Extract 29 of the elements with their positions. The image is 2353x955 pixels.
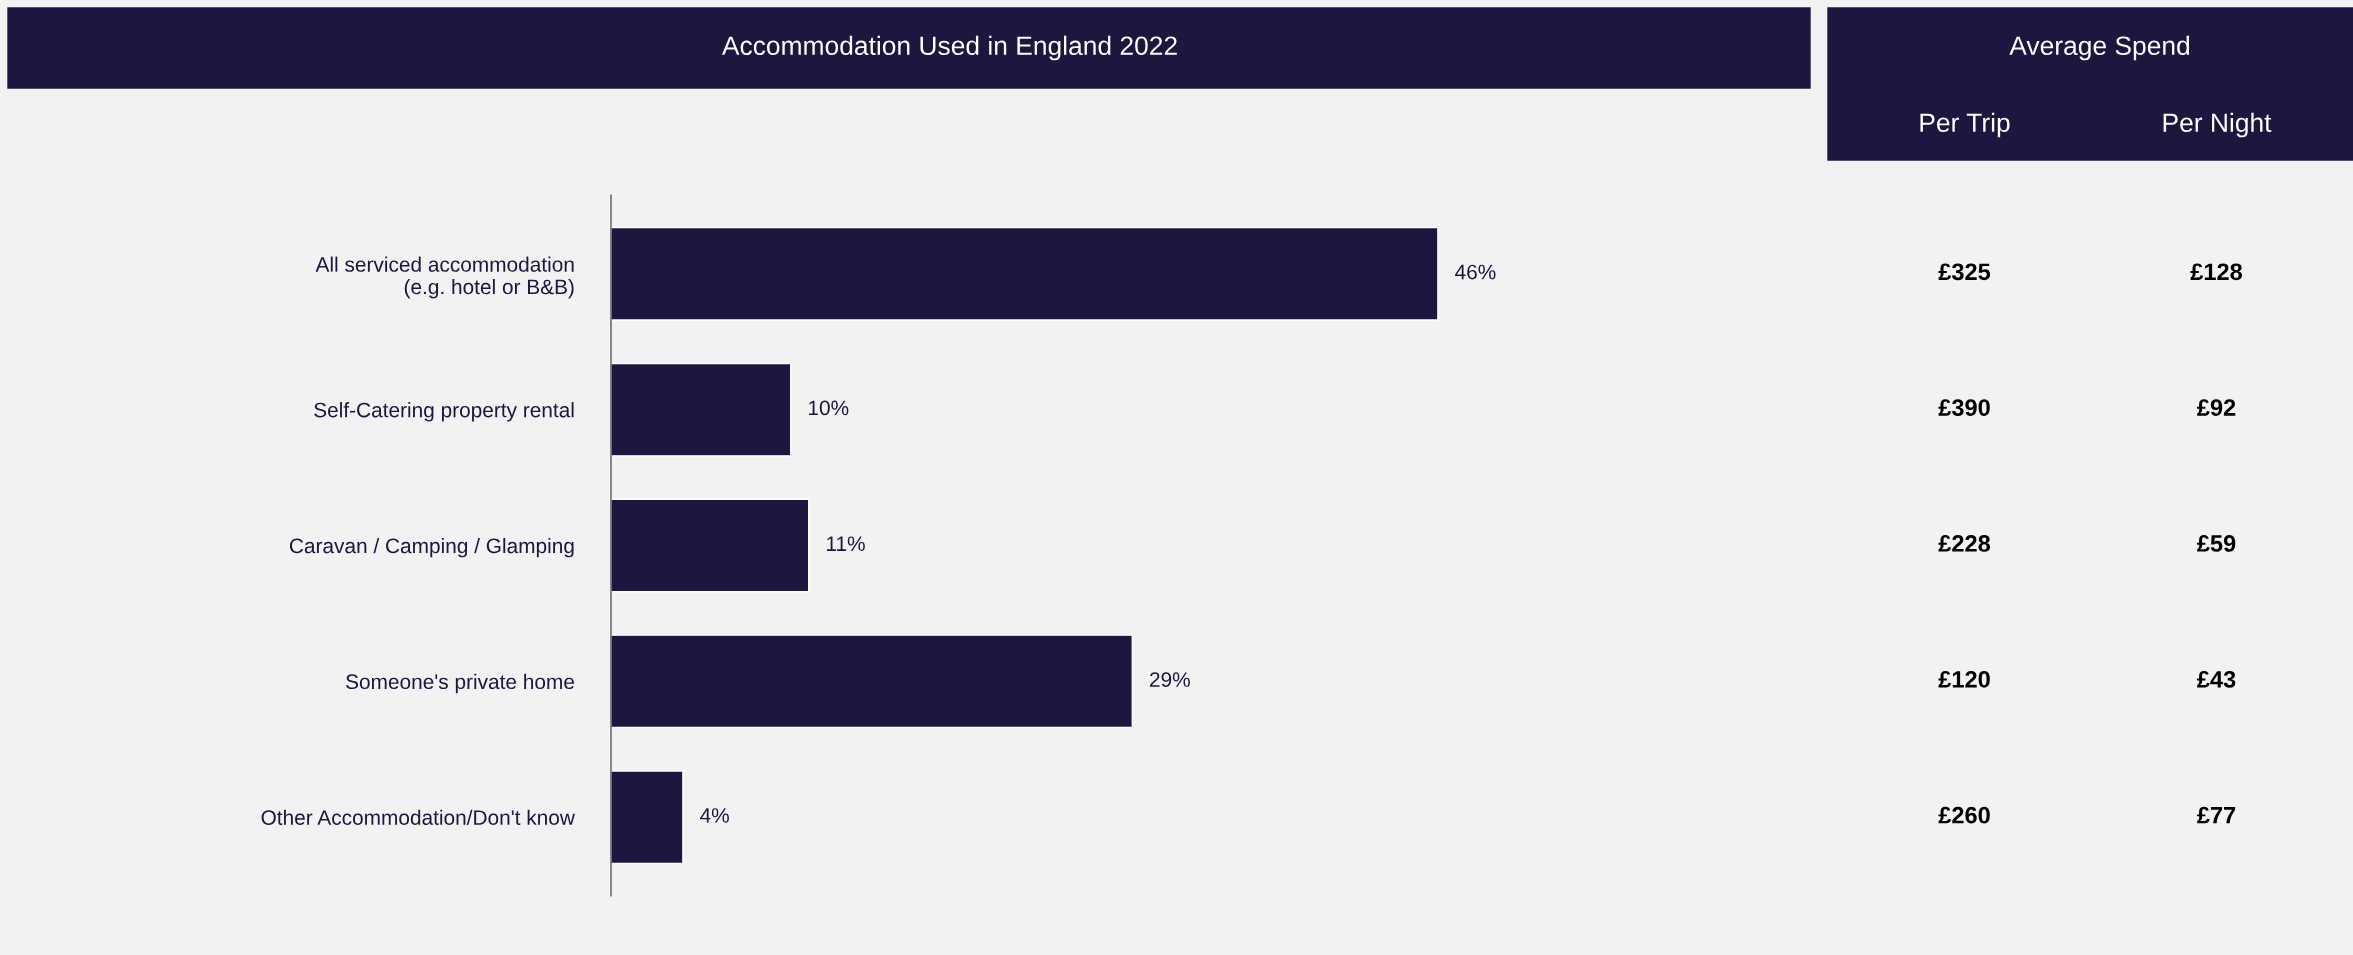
- data-label: 46%: [1455, 264, 1496, 280]
- text: £260: [1938, 806, 1990, 824]
- category-label: Per Night: [2163, 112, 2272, 138]
- text: £92: [2197, 399, 2236, 416]
- bar: [611, 770, 684, 865]
- y-tick-label: Self-Catering property rental: [314, 402, 574, 422]
- text: £120: [1938, 670, 1990, 688]
- bar: [611, 498, 810, 593]
- data-label: 11%: [826, 536, 865, 552]
- text: Average Spend: [2009, 35, 2190, 61]
- y-tick-label: Caravan / Camping / Glamping: [289, 537, 574, 558]
- bar: [611, 226, 1439, 321]
- data-label: 4%: [700, 808, 729, 823]
- text: £228: [1938, 535, 1991, 552]
- text: £390: [1938, 399, 1990, 417]
- text: £77: [2197, 806, 2236, 824]
- text: £43: [2197, 670, 2236, 688]
- category-label: Per Trip: [1920, 112, 2010, 138]
- y-tick-label: Someone's private home: [346, 673, 574, 694]
- chart-title: Accommodation Used in England 2022: [721, 35, 1177, 61]
- text: £128: [2190, 263, 2243, 281]
- y-tick-label: All serviced accommodation (e.g. hotel or B&B): [315, 256, 574, 299]
- y-tick-label: Other Accommodation/Don't know: [261, 809, 575, 825]
- bar: [611, 362, 792, 457]
- text: £59: [2197, 535, 2236, 552]
- data-label: 29%: [1150, 672, 1190, 687]
- text: £325: [1938, 263, 1991, 281]
- data-label: 10%: [809, 400, 849, 416]
- bar: [611, 634, 1133, 729]
